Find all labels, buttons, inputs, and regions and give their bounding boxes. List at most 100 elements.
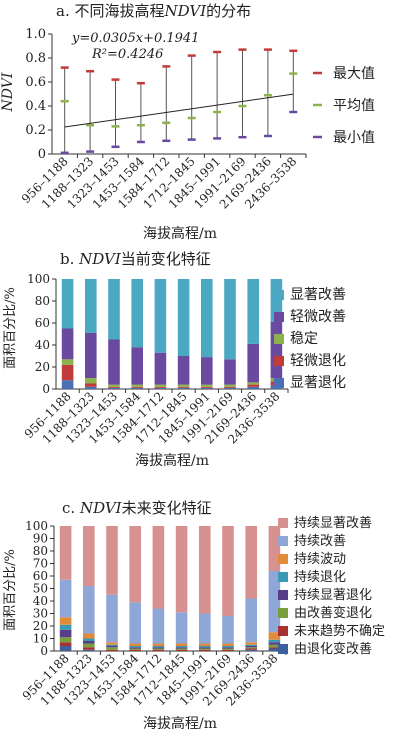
bar-segment-轻微退化 (247, 384, 259, 387)
bar-segment-稳定 (131, 384, 143, 387)
bar-segment-未来趋势不确定 (199, 649, 211, 651)
legend-swatch (278, 644, 288, 654)
bar-segment-持续改善 (245, 598, 257, 643)
bar-segment-持续退化 (222, 646, 234, 648)
bar-segment-显著改善 (224, 279, 236, 360)
y-tick-label: 80 (33, 544, 48, 558)
bar-segment-由改善变退化 (222, 648, 234, 650)
bar-segment-轻微改善 (177, 356, 190, 385)
bar-segment-持续波动 (152, 643, 165, 646)
bar-segment-由改善变退化 (152, 648, 165, 650)
panel-c-ylabel: 面积百分比/% (3, 549, 18, 631)
bar-segment-未来趋势不确定 (222, 649, 234, 651)
bar-segment-持续显著退化 (222, 647, 234, 649)
bar-segment-轻微改善 (85, 332, 97, 378)
bar-segment-未来趋势不确定 (59, 642, 72, 646)
bar-segment-由改善变退化 (83, 643, 95, 648)
trend-line (64, 93, 294, 128)
panel-c-plot (59, 526, 281, 651)
legend-label: 未来趋势不确定 (294, 623, 385, 639)
bar-segment-持续退化 (268, 639, 281, 643)
y-tick-label: 70 (33, 557, 48, 571)
legend-swatch (278, 572, 288, 582)
bar-segment-持续改善 (268, 571, 281, 633)
bar-segment-显著改善 (85, 279, 97, 333)
bar-segment-持续显著改善 (59, 526, 72, 580)
bar-segment-持续退化 (129, 646, 141, 648)
bar-segment-轻微改善 (247, 343, 259, 383)
bar-segment-轻微改善 (201, 357, 213, 385)
panel-c-xlabel: 海拔高程/m (143, 715, 217, 732)
bar-segment-持续改善 (129, 602, 141, 644)
panel-b-axes: 020406080100956–11881188–13231323–145314… (22, 272, 289, 447)
panel-c: c. NDVI未来变化特征 面积百分比/% 010203040506070809… (3, 499, 385, 732)
trend-equation: y=0.0305x+0.1941 (71, 31, 199, 46)
panel-a: a. 不同海拔高程NDVI的分布 NDVI y=0.0305x+0.1941 R… (0, 2, 375, 242)
bar-segment-持续显著退化 (106, 646, 118, 648)
legend-swatch (274, 334, 284, 344)
legend-label: 持续显著退化 (294, 588, 372, 603)
bar-segment-持续显著退化 (245, 646, 257, 648)
bar-segment-轻微退化 (224, 386, 236, 388)
bar-segment-持续改善 (222, 616, 234, 644)
legend-label: 持续显著改善 (294, 515, 372, 531)
bar-segment-持续显著退化 (268, 642, 281, 645)
bar-segment-持续显著退化 (59, 629, 72, 638)
bar-segment-由改善变退化 (199, 648, 211, 650)
y-tick-label: 30 (33, 607, 48, 621)
legend-swatch (278, 608, 288, 618)
bar-segment-未来趋势不确定 (106, 649, 118, 651)
y-tick-label: 60 (35, 316, 50, 330)
legend-label: 显著退化 (290, 375, 346, 391)
bar-segment-持续改善 (199, 613, 211, 644)
y-tick-label: 0.8 (25, 51, 46, 66)
bar-segment-轻微退化 (61, 364, 74, 381)
bar-segment-轻微改善 (108, 339, 120, 385)
bar-segment-未来趋势不确定 (129, 649, 141, 651)
bar-segment-持续显著改善 (222, 526, 234, 616)
bar-segment-由退化变改善 (268, 648, 281, 651)
bar-segment-由改善变退化 (268, 644, 281, 648)
y-tick-label: 90 (33, 532, 48, 546)
bar-segment-未来趋势不确定 (245, 648, 257, 650)
panel-a-title: a. 不同海拔高程NDVI的分布 (56, 2, 251, 20)
bar-segment-显著退化 (154, 387, 167, 389)
legend-label: 轻微改善 (290, 309, 346, 325)
bar-segment-持续波动 (268, 632, 281, 640)
bar-segment-轻微退化 (177, 386, 190, 388)
bar-segment-稳定 (224, 384, 236, 387)
legend-label: 最小值 (333, 130, 375, 146)
legend-label: 最大值 (333, 66, 375, 82)
legend-swatch (274, 290, 284, 300)
panel-b: b. NDVI当前变化特征 面积百分比/% 020406080100956–11… (3, 250, 346, 469)
bar-segment-持续显著改善 (83, 526, 95, 586)
bar-segment-持续退化 (245, 644, 257, 646)
y-tick-label: 0 (38, 147, 46, 162)
bar-segment-持续改善 (83, 586, 95, 634)
bar-segment-未来趋势不确定 (152, 649, 165, 651)
legend-swatch (274, 378, 284, 388)
legend-swatch (274, 312, 284, 322)
bar-segment-持续显著改善 (245, 526, 257, 599)
panel-c-title: c. NDVI未来变化特征 (62, 499, 212, 517)
bar-segment-显著改善 (270, 279, 283, 322)
bar-segment-稳定 (177, 384, 190, 387)
y-tick-label: 40 (33, 594, 48, 608)
legend-label: 由退化变改善 (294, 641, 372, 657)
bar-segment-持续显著改善 (268, 526, 281, 571)
legend-label: 持续退化 (294, 570, 346, 585)
bar-segment-稳定 (85, 378, 97, 384)
panel-b-plot (61, 279, 283, 389)
bar-segment-轻微退化 (201, 386, 213, 388)
bar-segment-显著退化 (177, 387, 190, 389)
legend-swatch (278, 518, 288, 528)
legend-label: 轻微退化 (290, 353, 346, 369)
bar-segment-由改善变退化 (245, 647, 257, 649)
bar-segment-显著退化 (61, 380, 74, 389)
bar-segment-显著改善 (177, 279, 190, 356)
panel-a-plot (60, 48, 298, 155)
y-tick-label: 100 (27, 272, 50, 286)
bar-segment-由退化变改善 (245, 649, 257, 651)
y-tick-label: 0.4 (25, 99, 46, 114)
